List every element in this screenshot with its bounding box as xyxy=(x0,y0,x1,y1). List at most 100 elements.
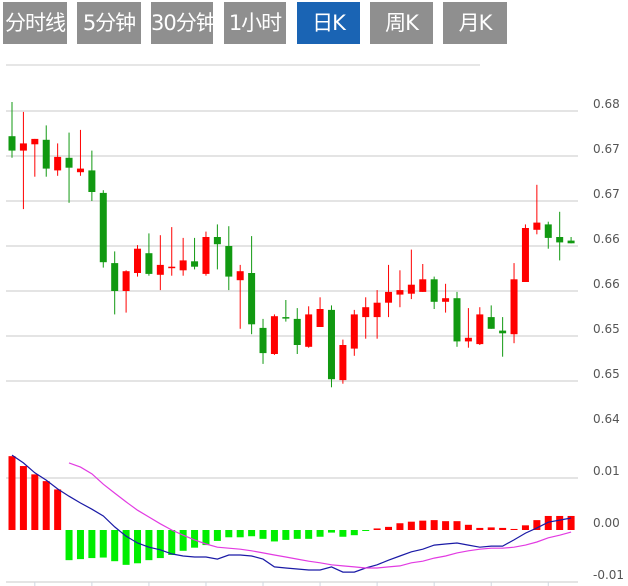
candle-body xyxy=(385,291,393,303)
candle-body xyxy=(42,139,50,169)
candle-down xyxy=(191,237,199,270)
macd-bar-negative xyxy=(134,530,142,564)
macd-bar-positive xyxy=(396,523,404,530)
macd-bar-negative xyxy=(259,530,267,539)
candle-up xyxy=(134,245,142,277)
macd-bar-positive xyxy=(556,515,564,530)
macd-bar-negative xyxy=(88,530,96,559)
candle-body xyxy=(521,228,529,282)
macd-bar-positive xyxy=(54,489,62,530)
macd-tick-label: 0.00 xyxy=(593,516,620,530)
macd-bar-positive xyxy=(373,528,381,530)
period-tabs: 分时线 5分钟 30分钟 1小时 日K 周K 月K xyxy=(0,0,628,46)
macd-bar-negative xyxy=(248,530,256,537)
candle-body xyxy=(76,168,84,173)
candle-up xyxy=(396,270,404,308)
candle-body xyxy=(362,307,370,318)
candle-body xyxy=(282,317,290,319)
candle-down xyxy=(544,221,552,249)
candle-body xyxy=(430,279,438,302)
tab-30min[interactable]: 30分钟 xyxy=(151,2,217,44)
macd-bar-negative xyxy=(327,530,335,533)
macd-bar-negative xyxy=(362,530,370,531)
candle-body xyxy=(236,271,244,281)
candle-up xyxy=(350,309,358,356)
tab-intraday[interactable]: 分时线 xyxy=(3,2,67,44)
candle-body xyxy=(407,284,415,294)
candle-body xyxy=(453,298,461,342)
candle-down xyxy=(88,150,96,201)
macd-bar-positive xyxy=(419,520,427,530)
tab-1hour[interactable]: 1小时 xyxy=(224,2,286,44)
candle-down xyxy=(213,224,221,270)
candle-down xyxy=(111,251,119,315)
candle-down xyxy=(327,305,335,388)
candle-body xyxy=(442,298,450,302)
price-tick-label: 0.65 xyxy=(593,322,620,336)
candle-up xyxy=(270,314,278,355)
candle-down xyxy=(248,236,256,335)
x-axis-ticks xyxy=(6,581,578,586)
candle-body xyxy=(31,138,39,145)
candle-down xyxy=(453,291,461,347)
candle-up xyxy=(31,138,39,177)
candle-body xyxy=(305,314,313,347)
candle-up xyxy=(373,290,381,339)
candle-body xyxy=(270,316,278,354)
macd-bar-positive xyxy=(510,528,518,530)
candle-down xyxy=(567,237,575,244)
macd-bar-positive xyxy=(385,526,393,530)
tab-weekly-k[interactable]: 周K xyxy=(370,2,433,44)
candle-up xyxy=(54,143,62,176)
macd-bar-positive xyxy=(544,515,552,530)
macd-bar-negative xyxy=(99,530,107,558)
candle-up xyxy=(464,308,472,348)
macd-tick-label: -0.01 xyxy=(593,568,624,582)
candle-up xyxy=(122,270,130,313)
candle-body xyxy=(419,279,427,292)
candle-down xyxy=(8,102,16,158)
macd-bar-negative xyxy=(168,530,176,555)
dif-line xyxy=(11,454,572,573)
macd-bar-negative xyxy=(350,530,358,536)
candle-down xyxy=(556,211,564,261)
macd-bar-positive xyxy=(42,481,50,530)
macd-bar-positive xyxy=(567,515,575,530)
candle-body xyxy=(122,271,130,291)
macd-bar-negative xyxy=(145,530,153,561)
macd-bar-negative xyxy=(65,530,73,561)
tab-daily-k[interactable]: 日K xyxy=(297,2,360,44)
candle-body xyxy=(54,156,62,171)
macd-bar-positive xyxy=(407,521,415,530)
candle-body xyxy=(248,273,256,325)
macd-bar-negative xyxy=(202,530,210,546)
candle-body xyxy=(134,248,142,273)
macd-bar-negative xyxy=(282,530,290,540)
candle-down xyxy=(145,233,153,276)
macd-histogram xyxy=(8,456,575,565)
candle-body xyxy=(373,302,381,318)
candle-body xyxy=(213,237,221,245)
candle-down xyxy=(282,300,290,322)
candle-up xyxy=(339,339,347,384)
macd-grid: 0.01 0.00 -0.01 xyxy=(6,464,624,583)
macd-bar-negative xyxy=(236,530,244,538)
candle-body xyxy=(350,314,358,349)
macd-bar-negative xyxy=(225,530,233,538)
candle-down xyxy=(259,318,267,364)
price-tick-label: 0.65 xyxy=(593,367,620,381)
candle-body xyxy=(544,224,552,238)
candle-body xyxy=(88,170,96,192)
tab-5min[interactable]: 5分钟 xyxy=(77,2,141,44)
candle-body xyxy=(316,309,324,327)
candle-down xyxy=(225,226,233,291)
candle-body xyxy=(111,263,119,291)
candle-body xyxy=(499,330,507,334)
tab-monthly-k[interactable]: 月K xyxy=(443,2,507,44)
price-tick-label: 0.66 xyxy=(593,232,620,246)
macd-bar-positive xyxy=(533,520,541,530)
candle-body xyxy=(65,157,73,168)
candle-body xyxy=(191,261,199,267)
candle-up xyxy=(385,264,393,318)
